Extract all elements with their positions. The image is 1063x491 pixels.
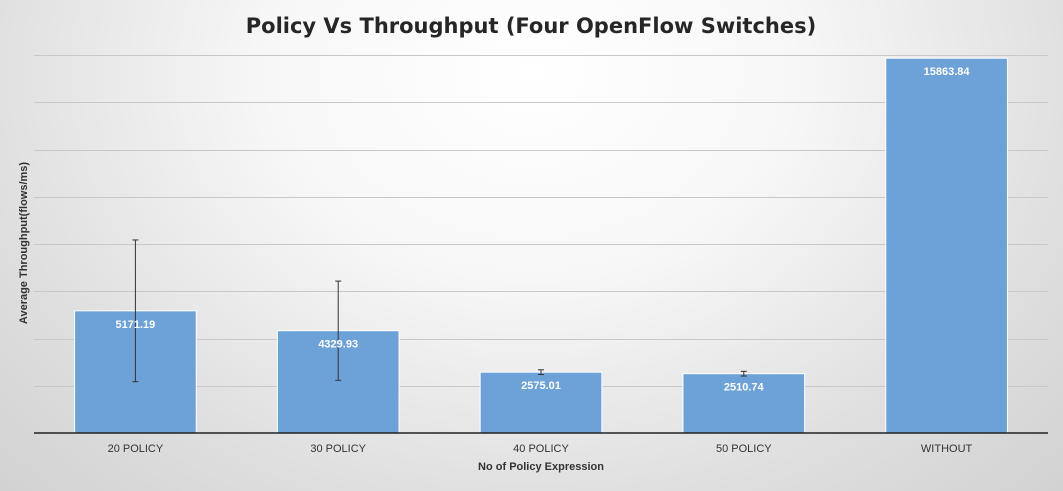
data-label: 5171.19 (116, 319, 156, 331)
gridlines (34, 55, 1048, 387)
category-label: 50 POLICY (716, 443, 772, 455)
error-bars (132, 239, 747, 383)
data-label: 2575.01 (521, 380, 561, 392)
category-label: WITHOUT (921, 443, 973, 455)
data-label: 4329.93 (318, 339, 358, 351)
category-label: 40 POLICY (513, 443, 569, 455)
data-labels: 5171.19 4329.93 2575.01 2510.74 15863.84 (116, 66, 971, 393)
category-labels: 20 POLICY 30 POLICY 40 POLICY 50 POLICY WITH… (108, 443, 973, 455)
bar (885, 57, 1008, 434)
data-label: 15863.84 (924, 66, 971, 78)
bar (479, 371, 603, 434)
category-label: 30 POLICY (310, 443, 366, 455)
data-label: 2510.74 (724, 382, 765, 394)
x-axis-title: No of Policy Expression (478, 461, 604, 473)
chart-title: Policy Vs Throughput (Four OpenFlow Swit… (246, 14, 816, 38)
bars (74, 57, 1008, 434)
y-axis-title: Average Throughput(flows/ms) (18, 162, 30, 324)
category-label: 20 POLICY (108, 443, 164, 455)
bar (682, 373, 806, 434)
